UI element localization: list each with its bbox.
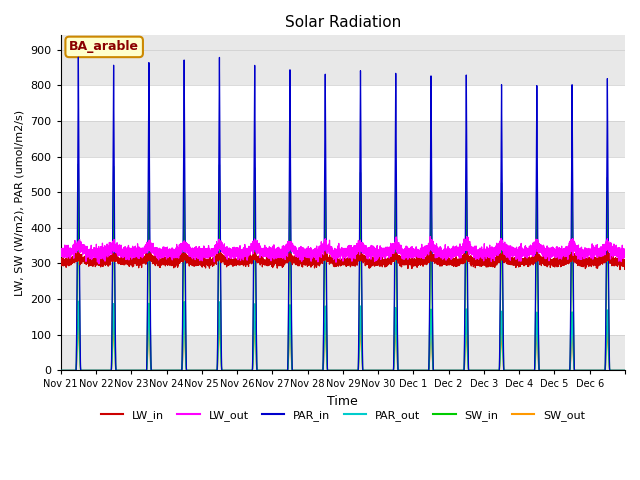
SW_out	[74, 316, 82, 322]
PAR_out	[621, 368, 629, 373]
LW_out	[95, 261, 103, 266]
Bar	[61, 299, 625, 335]
Line: PAR_out: PAR_out	[61, 301, 625, 371]
SW_in	[77, 366, 84, 372]
PAR_out	[203, 368, 211, 373]
Bar	[61, 36, 625, 49]
Legend: LW_in, LW_out, PAR_in, PAR_out, SW_in, SW_out: LW_in, LW_out, PAR_in, PAR_out, SW_in, S…	[97, 406, 589, 425]
LW_in	[549, 256, 557, 262]
LW_in	[72, 247, 80, 253]
Bar	[61, 49, 625, 85]
SW_in	[74, 161, 82, 167]
SW_in	[203, 368, 211, 373]
LW_in	[57, 258, 65, 264]
SW_out	[481, 368, 488, 373]
Bar	[61, 228, 625, 264]
Line: LW_out: LW_out	[61, 237, 625, 264]
LW_in	[621, 261, 629, 266]
LW_in	[203, 257, 211, 263]
Line: PAR_in: PAR_in	[61, 57, 625, 371]
SW_out	[230, 368, 238, 373]
PAR_in	[74, 54, 82, 60]
SW_out	[549, 368, 557, 373]
Bar	[61, 192, 625, 228]
PAR_out	[230, 368, 238, 373]
PAR_out	[310, 368, 318, 373]
LW_out	[481, 252, 488, 258]
LW_out	[230, 244, 238, 250]
LW_out	[426, 234, 434, 240]
X-axis label: Time: Time	[328, 395, 358, 408]
LW_out	[549, 249, 557, 255]
PAR_in	[481, 368, 488, 373]
LW_out	[77, 245, 84, 251]
SW_in	[481, 368, 488, 373]
SW_out	[621, 368, 629, 373]
LW_in	[616, 267, 624, 273]
LW_out	[203, 249, 211, 254]
Line: SW_out: SW_out	[61, 319, 625, 371]
SW_out	[57, 368, 65, 373]
SW_out	[77, 367, 84, 373]
Text: BA_arable: BA_arable	[69, 40, 139, 53]
PAR_in	[77, 365, 84, 371]
Bar	[61, 264, 625, 299]
PAR_out	[74, 298, 82, 304]
Bar	[61, 85, 625, 121]
PAR_in	[310, 368, 318, 373]
PAR_in	[549, 368, 557, 373]
SW_out	[203, 368, 211, 373]
PAR_in	[57, 368, 65, 373]
SW_in	[621, 368, 629, 373]
Title: Solar Radiation: Solar Radiation	[285, 15, 401, 30]
SW_in	[549, 368, 557, 373]
SW_in	[230, 368, 238, 373]
PAR_out	[549, 368, 557, 373]
PAR_out	[57, 368, 65, 373]
LW_out	[310, 253, 318, 259]
PAR_in	[621, 368, 629, 373]
LW_in	[310, 259, 318, 265]
LW_out	[621, 252, 629, 258]
Line: LW_in: LW_in	[61, 250, 625, 270]
Bar	[61, 335, 625, 371]
LW_in	[481, 258, 488, 264]
PAR_out	[481, 368, 488, 373]
Line: SW_in: SW_in	[61, 164, 625, 371]
Bar	[61, 121, 625, 156]
PAR_in	[230, 368, 238, 373]
SW_in	[310, 368, 318, 373]
Y-axis label: LW, SW (W/m2), PAR (umol/m2/s): LW, SW (W/m2), PAR (umol/m2/s)	[15, 110, 25, 296]
SW_in	[57, 368, 65, 373]
LW_out	[57, 248, 65, 254]
PAR_in	[203, 368, 211, 373]
SW_out	[310, 368, 318, 373]
LW_in	[230, 258, 238, 264]
Bar	[61, 156, 625, 192]
PAR_out	[77, 367, 84, 373]
LW_in	[77, 252, 84, 258]
